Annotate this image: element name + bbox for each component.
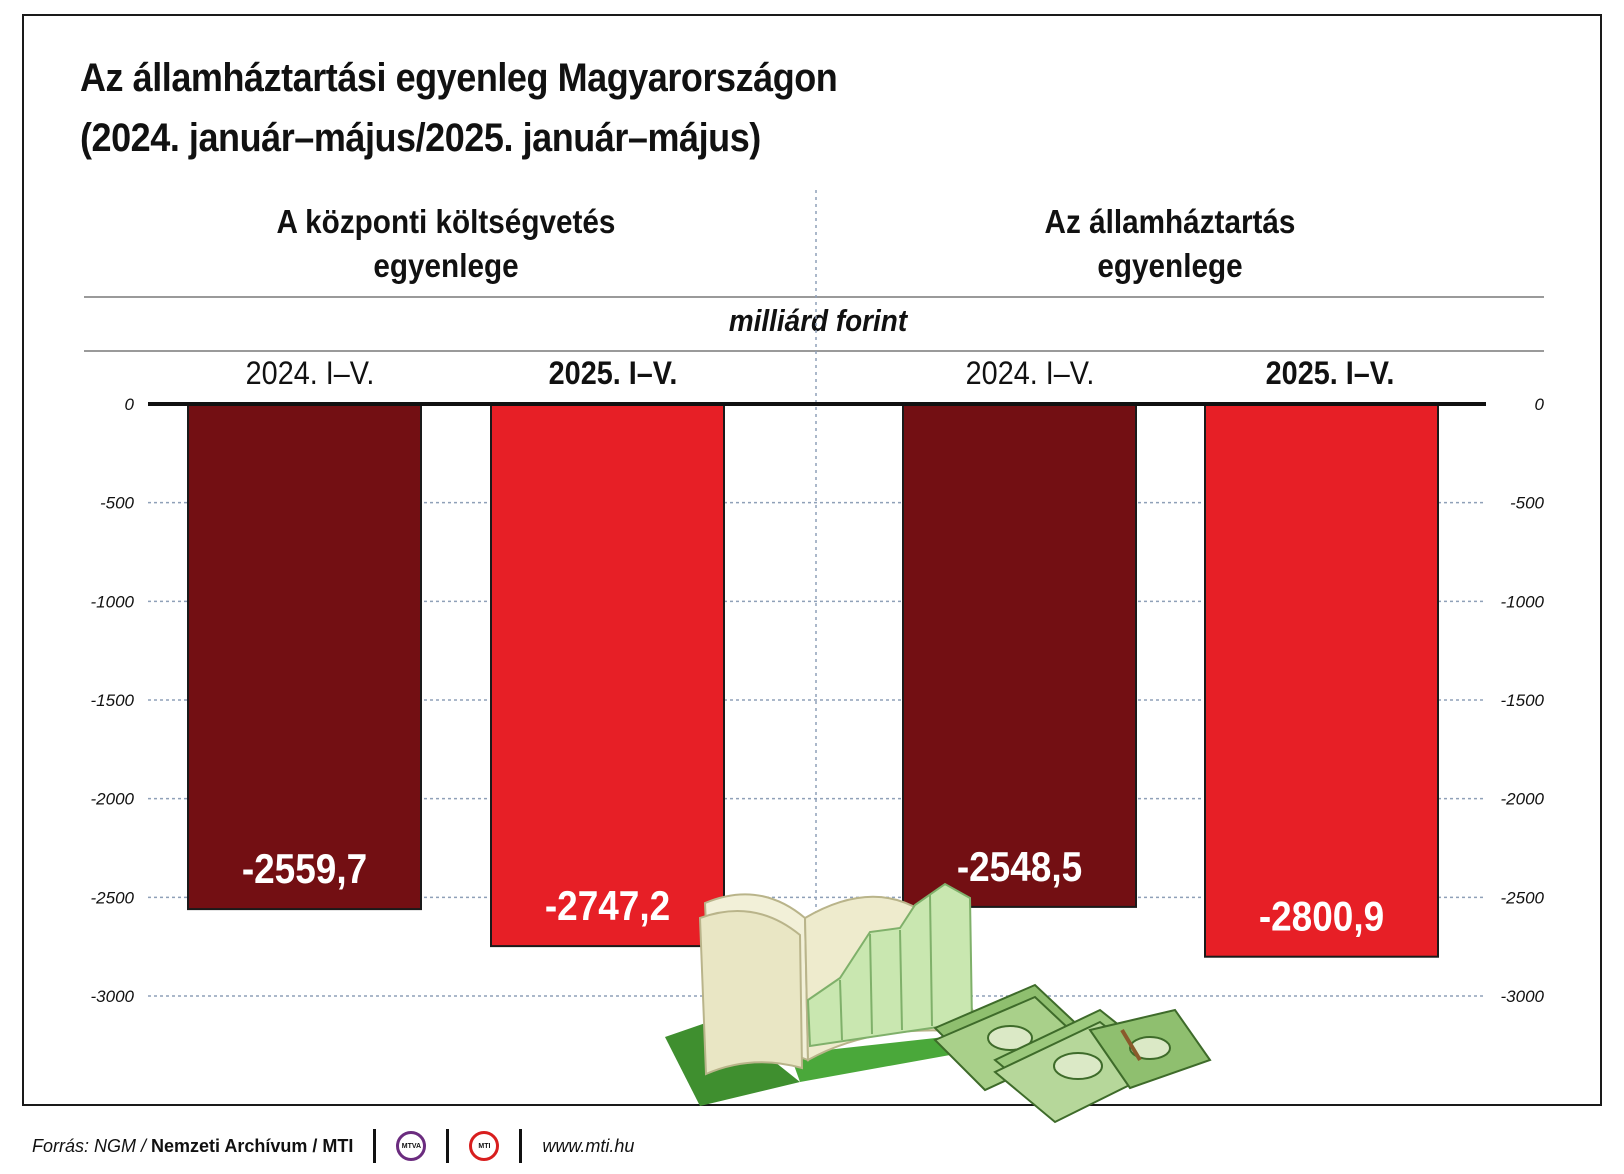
period-label-1: 2024. I–V.: [245, 355, 375, 391]
group-title-line: egyenlege: [373, 247, 519, 284]
mti-logo-icon: MTI: [469, 1131, 500, 1161]
bar-2: [490, 403, 725, 948]
unit-label: milliárd forint: [728, 303, 908, 338]
y-tick-label-left: -1500: [91, 691, 135, 710]
y-tick-label-left: -1000: [91, 592, 135, 611]
footer-separator: [446, 1129, 450, 1163]
group-title-line: A központi költségvetés: [276, 203, 616, 240]
header-divider: [84, 296, 1544, 298]
period-label-2: 2025. I–V.: [548, 355, 678, 391]
group-title-line: Az államháztartás: [1044, 203, 1296, 240]
book-left-pages-back: [698, 909, 804, 1076]
bar-value-label-3: -2548,5: [957, 844, 1082, 891]
period-label-3: 2024. I–V.: [965, 355, 1095, 391]
y-tick-label-right: -3000: [1501, 987, 1545, 1006]
y-tick-label-right: -1000: [1501, 592, 1545, 611]
y-tick-label-right: -500: [1510, 494, 1545, 513]
bar-value-label-2: -2747,2: [545, 883, 670, 930]
website-link[interactable]: www.mti.hu: [542, 1135, 635, 1156]
period-label-4: 2025. I–V.: [1265, 355, 1395, 391]
source-prefix: Forrás: NGM /: [32, 1135, 152, 1156]
group-title-general-government: Az államháztartás egyenlege: [882, 200, 1458, 288]
bar-1: [187, 403, 422, 911]
source-agency: Nemzeti Archívum / MTI: [151, 1135, 354, 1156]
budget-book-money-illustration: [665, 882, 1212, 1124]
source-credit: Forrás: NGM / Nemzeti Archívum / MTI: [32, 1136, 353, 1157]
bar-4: [1204, 403, 1439, 958]
group-title-line: egyenlege: [1097, 247, 1243, 284]
chart-title-line-1: Az államháztartási egyenleg Magyarország…: [80, 56, 838, 100]
bar-value-label-4: -2800,9: [1259, 894, 1384, 941]
banknote-stack-icon: [933, 983, 1212, 1124]
y-tick-label-right: -1500: [1501, 691, 1545, 710]
bar-3: [902, 403, 1137, 908]
y-tick-label-right: -2000: [1501, 790, 1545, 809]
y-tick-label-left: -500: [100, 494, 135, 513]
mtva-logo-icon: MTVA: [396, 1131, 427, 1161]
y-tick-label-left: -2500: [91, 888, 135, 907]
y-tick-label-left: 0: [125, 395, 135, 414]
footer: Forrás: NGM / Nemzeti Archívum / MTI MTV…: [32, 1126, 634, 1166]
footer-separator: [519, 1129, 523, 1163]
group-title-central-budget: A központi költségvetés egyenlege: [158, 200, 734, 288]
y-tick-label-right: -2500: [1501, 888, 1545, 907]
y-tick-label-left: -3000: [91, 987, 135, 1006]
footer-separator: [373, 1129, 377, 1163]
y-tick-label-left: -2000: [91, 790, 135, 809]
chart-title-line-2: (2024. január–május/2025. január–május): [80, 116, 761, 160]
header-divider: [84, 350, 1544, 352]
mtva-logo-text: MTVA: [401, 1143, 422, 1150]
y-tick-label-right: 0: [1535, 395, 1545, 414]
mti-logo-text: MTI: [478, 1143, 491, 1150]
bar-value-label-1: -2559,7: [242, 846, 367, 893]
